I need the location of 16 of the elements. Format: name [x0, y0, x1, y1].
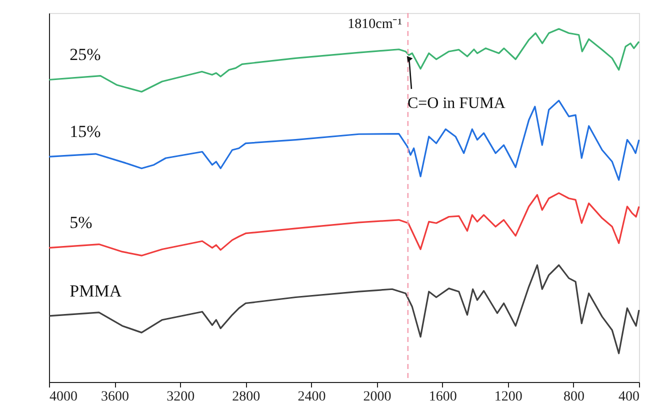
x-tick-label: 400 — [618, 390, 640, 404]
x-tick-label: 2400 — [298, 390, 326, 404]
x-tick-label: 1200 — [494, 390, 522, 404]
x-tick-label: 3600 — [101, 390, 130, 404]
annotation: C=O in FUMA — [407, 94, 506, 112]
x-tick-label: 3200 — [166, 390, 195, 404]
x-tick-label: 4000 — [50, 390, 78, 404]
series-label: PMMA — [70, 281, 122, 300]
x-tick-label: 2000 — [363, 390, 392, 404]
series-label: 15% — [70, 122, 101, 141]
series-label: 5% — [70, 213, 92, 232]
series-label: 25% — [70, 45, 101, 64]
x-tick-label: 800 — [563, 390, 584, 404]
x-tick-label: 2800 — [232, 390, 260, 404]
ref-line-label: 1810cm⁻¹ — [348, 17, 402, 32]
x-tick-label: 1600 — [428, 390, 457, 404]
